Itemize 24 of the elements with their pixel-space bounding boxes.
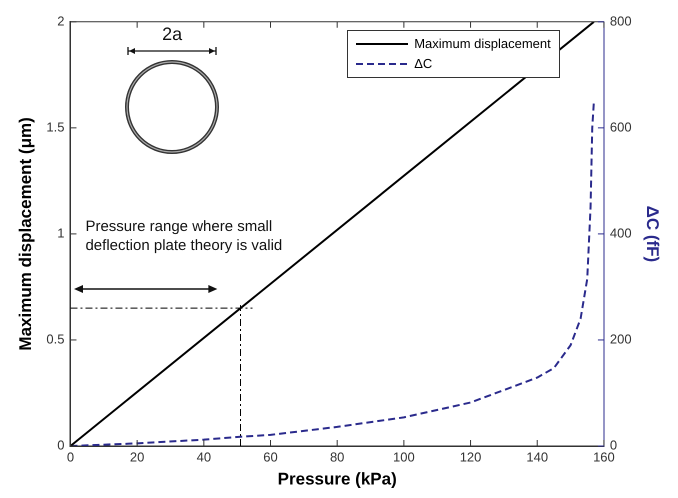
y-tick-label: 0 (57, 438, 64, 453)
annotation: 2a (161, 24, 184, 45)
x-tick-label: 140 (526, 449, 548, 464)
legend-label: ΔC (414, 56, 432, 72)
x-tick-label: 100 (393, 449, 415, 464)
x-axis-title: Pressure (kPa) (278, 469, 397, 488)
x-tick-label: 60 (263, 449, 278, 464)
x-tick-label: 0 (66, 449, 74, 464)
y-tick-label: 1.5 (46, 119, 64, 134)
y-tick-label: 0.5 (46, 332, 64, 347)
x-tick-label: 40 (196, 449, 212, 464)
y-tick-label: 1 (57, 225, 64, 240)
y2-tick-label: 400 (610, 225, 632, 240)
legend-label: Maximum displacement (414, 36, 551, 52)
y2-axis-title: ΔC (fF) (643, 206, 662, 262)
y2-tick-label: 600 (610, 119, 632, 134)
x-tick-label: 120 (460, 449, 482, 464)
y2-tick-label: 200 (610, 332, 632, 347)
y-axis-title: Maximum displacement (μm) (16, 117, 35, 351)
x-tick-label: 20 (130, 449, 144, 464)
annotation: Pressure range where small deflection plate theory is valid (85, 216, 284, 255)
y-tick-label: 2 (57, 13, 64, 28)
x-tick-label: 80 (330, 449, 344, 464)
y2-tick-label: 800 (610, 13, 632, 28)
